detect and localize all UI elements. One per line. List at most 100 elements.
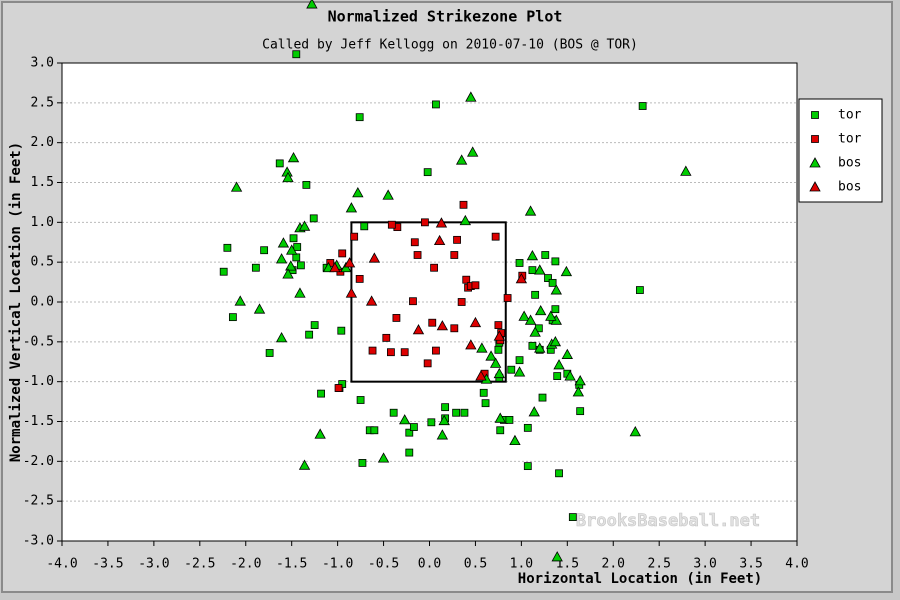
point — [491, 232, 500, 241]
point — [409, 297, 417, 306]
y-tick-label: -3.0 — [23, 534, 54, 549]
point — [529, 326, 541, 337]
point — [518, 310, 530, 321]
point — [460, 408, 469, 417]
legend-label: tor — [838, 132, 862, 147]
point — [298, 459, 311, 470]
point — [524, 205, 537, 216]
point — [635, 286, 644, 294]
x-tick-label: 1.0 — [510, 557, 533, 572]
point — [413, 251, 422, 259]
point — [450, 324, 459, 333]
legend-marker — [809, 181, 821, 192]
point — [505, 416, 514, 424]
point — [515, 259, 524, 267]
point — [294, 287, 306, 298]
y-axis-label: Normalized Vertical Location (in Feet) — [8, 142, 24, 462]
point — [377, 452, 390, 463]
point — [219, 267, 228, 276]
point — [560, 265, 573, 277]
point — [494, 412, 506, 423]
point — [465, 339, 477, 350]
point — [298, 220, 311, 231]
x-tick-label: 2.0 — [602, 557, 625, 572]
point — [467, 146, 479, 157]
y-tick-label: 0.5 — [31, 255, 54, 270]
x-tick-label: 3.5 — [739, 557, 762, 572]
point — [441, 403, 450, 412]
point — [409, 423, 418, 431]
point — [555, 469, 563, 478]
point — [405, 448, 414, 457]
legend-marker — [809, 157, 821, 168]
x-tick-label: 0.5 — [464, 557, 487, 572]
point — [405, 428, 414, 437]
point — [572, 386, 585, 397]
point — [438, 414, 450, 426]
point — [462, 275, 471, 284]
point — [469, 316, 482, 328]
point — [524, 314, 537, 325]
point — [412, 324, 425, 335]
point — [234, 295, 246, 306]
x-tick-label: -1.5 — [276, 557, 307, 572]
watermark: BrooksBaseball.net — [576, 511, 760, 531]
point — [450, 251, 459, 259]
x-tick-label: -3.5 — [92, 557, 123, 572]
point — [513, 366, 526, 377]
point — [509, 434, 521, 446]
point — [317, 389, 325, 398]
point — [356, 396, 365, 404]
y-tick-label: 2.5 — [31, 95, 54, 110]
point — [531, 290, 540, 299]
point — [496, 426, 505, 435]
point — [541, 251, 550, 259]
point — [465, 91, 477, 102]
point — [494, 321, 503, 330]
point — [457, 298, 466, 306]
point — [534, 264, 546, 275]
point — [680, 165, 692, 176]
x-tick-label: 3.0 — [693, 557, 716, 572]
point — [410, 238, 419, 247]
point — [433, 234, 446, 246]
point — [314, 428, 326, 439]
point — [260, 246, 269, 255]
x-tick-label: -4.0 — [46, 557, 77, 572]
point — [545, 310, 557, 321]
point — [564, 370, 576, 381]
point — [551, 305, 560, 314]
y-tick-label: -1.5 — [23, 414, 54, 429]
y-tick-label: 1.0 — [31, 215, 54, 230]
point — [350, 232, 359, 241]
point — [493, 330, 506, 341]
point — [481, 399, 490, 408]
point — [282, 171, 294, 183]
point — [455, 154, 468, 165]
point — [382, 333, 391, 342]
point — [306, 0, 318, 9]
point — [493, 367, 506, 379]
y-tick-label: 3.0 — [31, 56, 54, 71]
point — [534, 304, 547, 316]
point — [528, 341, 537, 350]
point — [452, 408, 461, 417]
point — [551, 257, 560, 266]
point — [296, 261, 305, 270]
point — [223, 243, 232, 252]
point — [638, 102, 647, 110]
point — [289, 234, 298, 243]
point — [329, 261, 341, 273]
legend-marker — [811, 111, 819, 119]
y-tick-label: -1.0 — [23, 374, 54, 389]
point — [370, 426, 379, 435]
point — [423, 168, 432, 177]
point — [365, 295, 378, 306]
point — [355, 274, 364, 283]
point — [293, 243, 302, 251]
point — [382, 189, 394, 200]
point — [387, 348, 395, 357]
point — [534, 342, 546, 353]
point — [489, 357, 502, 368]
